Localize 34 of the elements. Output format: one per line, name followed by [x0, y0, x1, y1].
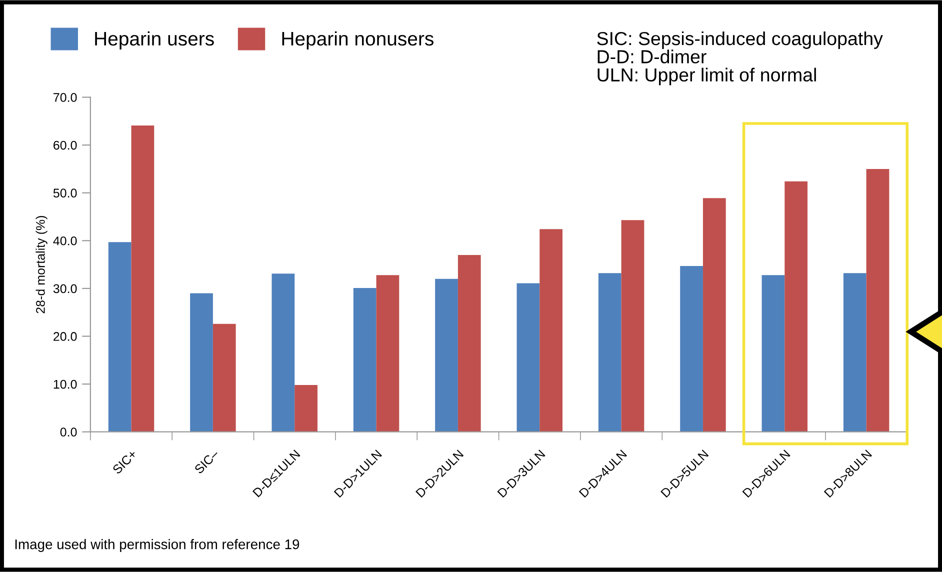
legend-label: Heparin users	[95, 31, 214, 50]
legend-label: Heparin nonusers	[282, 31, 434, 50]
bar	[294, 385, 318, 432]
bar	[212, 324, 236, 432]
bar	[540, 229, 562, 432]
bar	[762, 275, 785, 432]
bar	[702, 198, 726, 432]
y-tick-label: 60.0	[54, 140, 77, 150]
y-axis-title: 28-d mortality (%)	[36, 216, 48, 314]
y-tick-label: 0.0	[60, 428, 77, 437]
bar	[598, 273, 622, 432]
bar	[680, 266, 703, 432]
y-tick-label: 70.0	[54, 93, 77, 102]
text: SIC: Sepsis-induced coagulopathy D-D: D-dimer ULN: Upper limit of normal	[597, 31, 883, 86]
bar	[131, 125, 154, 432]
bar	[190, 293, 213, 432]
bar	[272, 274, 295, 432]
x-tick-label: SIC–	[194, 448, 220, 474]
bar	[353, 288, 376, 432]
bar	[435, 278, 458, 432]
bar	[376, 275, 400, 432]
bar	[621, 220, 644, 432]
y-tick-label: 50.0	[53, 188, 77, 198]
y-tick-label: 40.0	[53, 236, 77, 246]
y-tick-label: 30.0	[53, 284, 77, 294]
y-tick-label: 10.0	[54, 380, 77, 389]
y-tick-label: 20.0	[54, 332, 77, 341]
bar	[866, 168, 890, 432]
bar	[458, 254, 481, 432]
bar	[843, 273, 866, 432]
bar	[784, 181, 808, 432]
bar	[108, 242, 132, 432]
text: Image used with permission from reference 19	[15, 539, 300, 552]
bar	[516, 283, 540, 432]
